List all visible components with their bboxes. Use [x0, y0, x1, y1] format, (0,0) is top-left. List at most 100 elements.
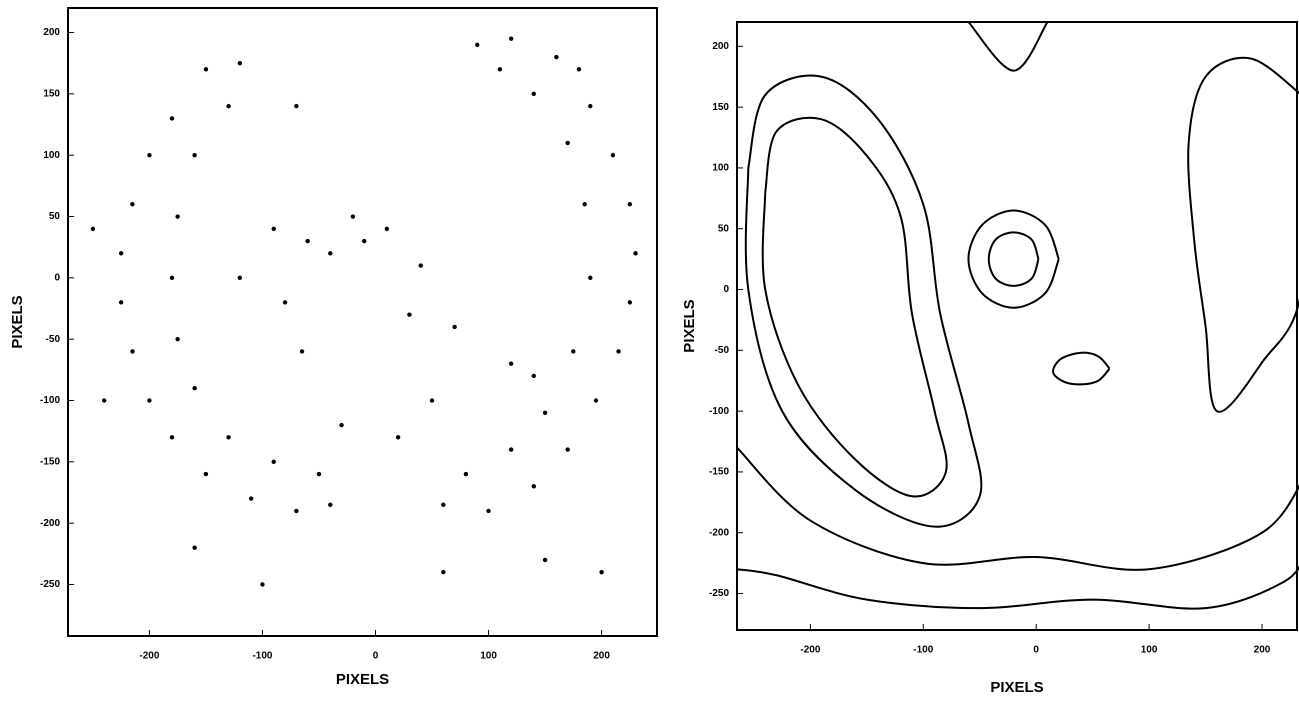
- x-tick-label: 100: [1141, 645, 1158, 656]
- point: [407, 312, 412, 317]
- point: [429, 398, 435, 403]
- point: [616, 349, 621, 354]
- x-axis-title: PIXELS: [336, 671, 389, 688]
- point: [237, 60, 243, 66]
- y-tick-label: 0: [54, 272, 60, 283]
- point: [118, 300, 124, 305]
- point: [271, 226, 276, 231]
- contour: [736, 565, 1299, 610]
- point: [508, 361, 514, 366]
- y-axis-title: PIXELS: [9, 295, 26, 348]
- y-tick-label: -200: [40, 518, 60, 529]
- point: [299, 349, 305, 354]
- point: [571, 349, 576, 354]
- contour: [1187, 56, 1299, 413]
- point: [147, 398, 152, 403]
- point: [203, 471, 209, 477]
- point: [237, 275, 243, 281]
- contour: [744, 74, 983, 528]
- point: [203, 67, 209, 72]
- point: [542, 557, 548, 563]
- point: [508, 36, 514, 41]
- point: [101, 398, 107, 403]
- point: [441, 570, 446, 575]
- y-tick-label: -100: [709, 406, 729, 417]
- point: [118, 251, 124, 256]
- point: [395, 435, 401, 440]
- point: [192, 152, 197, 158]
- y-tick-label: 150: [43, 89, 60, 100]
- point: [633, 251, 638, 256]
- point: [282, 300, 288, 305]
- point: [294, 508, 299, 514]
- point: [627, 300, 633, 305]
- point: [531, 91, 536, 97]
- point: [588, 275, 593, 281]
- y-axis-title: PIXELS: [681, 299, 698, 352]
- y-tick-label: -200: [709, 527, 729, 538]
- point: [226, 435, 231, 440]
- y-tick-label: -150: [40, 456, 60, 467]
- y-tick-label: -50: [715, 345, 730, 356]
- y-tick-label: -250: [709, 588, 729, 599]
- x-tick-label: 100: [480, 651, 497, 662]
- y-tick-label: 100: [712, 163, 729, 174]
- contour: [987, 231, 1040, 287]
- point: [305, 238, 310, 244]
- y-tick-label: 200: [712, 41, 729, 52]
- point: [452, 324, 457, 330]
- point: [169, 435, 175, 440]
- point: [192, 386, 197, 391]
- point: [384, 226, 390, 231]
- point: [576, 67, 582, 72]
- contour: [967, 209, 1060, 309]
- x-tick-label: -100: [252, 651, 272, 662]
- y-tick-label: 50: [49, 211, 61, 222]
- point: [328, 502, 333, 507]
- point: [175, 214, 180, 219]
- x-tick-label: 0: [373, 651, 379, 662]
- plot-frame: [736, 21, 1298, 631]
- point: [260, 582, 265, 587]
- point: [475, 42, 480, 47]
- point: [565, 140, 570, 146]
- point: [339, 422, 344, 428]
- contour: [1052, 351, 1111, 386]
- point: [554, 54, 559, 60]
- point: [418, 263, 423, 268]
- point: [361, 238, 367, 244]
- point: [497, 67, 503, 72]
- point: [565, 447, 570, 452]
- point: [192, 545, 197, 550]
- point: [508, 447, 514, 452]
- plot-frame: [67, 7, 658, 637]
- point: [486, 508, 491, 514]
- point: [175, 336, 180, 342]
- y-tick-label: -150: [709, 467, 729, 478]
- point: [531, 373, 536, 379]
- x-tick-label: -200: [139, 651, 159, 662]
- point: [147, 152, 152, 158]
- x-tick-label: 200: [1254, 645, 1271, 656]
- y-tick-label: 50: [718, 223, 730, 234]
- contour: [967, 21, 1049, 72]
- point: [441, 502, 446, 507]
- contour: [736, 446, 1299, 571]
- y-tick-label: 0: [723, 284, 729, 295]
- point: [542, 410, 548, 415]
- y-tick-label: 150: [712, 102, 729, 113]
- point: [90, 226, 96, 231]
- y-tick-label: 200: [43, 27, 60, 38]
- y-tick-label: 100: [43, 150, 60, 161]
- point: [610, 152, 616, 158]
- point: [582, 202, 587, 207]
- point: [248, 496, 254, 501]
- point: [130, 349, 135, 354]
- point: [130, 202, 135, 207]
- point: [271, 459, 276, 465]
- y-tick-label: -250: [40, 579, 60, 590]
- contour: [761, 116, 948, 498]
- point: [531, 484, 536, 489]
